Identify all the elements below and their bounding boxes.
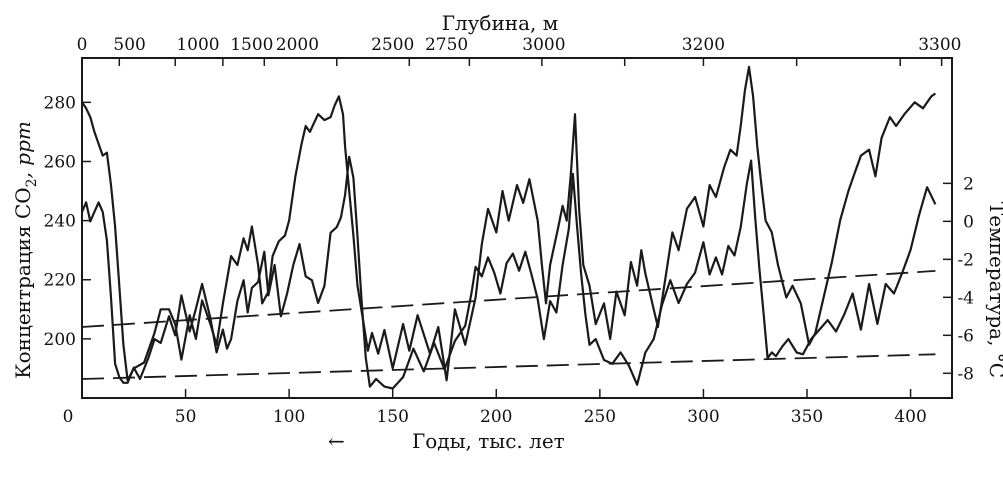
bottom-axis-title: Годы, тыс. лет bbox=[412, 429, 565, 453]
right-tick-label: -6 bbox=[957, 326, 974, 346]
top-tick-label: 0 bbox=[77, 35, 88, 55]
bottom-tick-label: 350 bbox=[791, 407, 823, 427]
bottom-tick-label: 250 bbox=[584, 407, 616, 427]
bottom-tick-label: 400 bbox=[894, 407, 926, 427]
left-axis-ticks: 200 220 240 260 280 bbox=[44, 93, 91, 350]
top-tick-label: 3300 bbox=[918, 35, 961, 55]
left-tick-label: 280 bbox=[44, 93, 76, 113]
bottom-tick-label: 50 bbox=[175, 407, 197, 427]
left-tick-label: 260 bbox=[44, 152, 76, 172]
bottom-tick-label: 100 bbox=[273, 407, 305, 427]
bottom-axis-ticks: 0 50 100 150 200 250 300 350 400 bbox=[63, 389, 927, 427]
top-tick-label: 3200 bbox=[682, 35, 725, 55]
right-tick-label: -2 bbox=[957, 250, 974, 270]
top-axis-title: Глубина, м bbox=[442, 11, 559, 35]
left-axis-title: Концентрация CO2, ppm bbox=[11, 121, 40, 379]
top-tick-label: 2000 bbox=[276, 35, 319, 55]
top-tick-label: 3000 bbox=[522, 35, 565, 55]
temperature-series-line bbox=[80, 155, 937, 390]
left-tick-label: 220 bbox=[44, 271, 76, 291]
right-axis-title: Температура, °С bbox=[985, 202, 1003, 378]
top-tick-label: 2500 bbox=[371, 35, 414, 55]
co2-trend-dashed-line bbox=[81, 270, 936, 328]
right-tick-label: 2 bbox=[963, 174, 974, 194]
temperature-trend-dashed-line bbox=[81, 353, 936, 380]
top-tick-label: 2750 bbox=[425, 35, 468, 55]
right-tick-label: -8 bbox=[957, 364, 974, 384]
right-tick-label: 0 bbox=[963, 212, 974, 232]
series-layer bbox=[80, 65, 937, 390]
right-axis-ticks: 2 0 -2 -4 -6 -8 bbox=[943, 174, 974, 384]
bottom-tick-label: 0 bbox=[63, 407, 74, 427]
bottom-tick-label: 150 bbox=[376, 407, 408, 427]
left-tick-label: 200 bbox=[44, 330, 76, 350]
left-tick-label: 240 bbox=[44, 212, 76, 232]
bottom-tick-label: 200 bbox=[480, 407, 512, 427]
right-tick-label: -4 bbox=[957, 288, 974, 308]
plot-frame bbox=[81, 57, 953, 399]
bottom-axis-arrow: ← bbox=[328, 429, 345, 453]
bottom-tick-label: 300 bbox=[687, 407, 719, 427]
top-tick-label: 500 bbox=[113, 35, 145, 55]
co2-series-line bbox=[81, 65, 937, 382]
top-tick-label: 1000 bbox=[176, 35, 219, 55]
top-tick-label: 1500 bbox=[230, 35, 273, 55]
top-axis-ticks: 0 500 1000 1500 2000 2500 2750 3000 3200 3300 bbox=[77, 35, 961, 66]
